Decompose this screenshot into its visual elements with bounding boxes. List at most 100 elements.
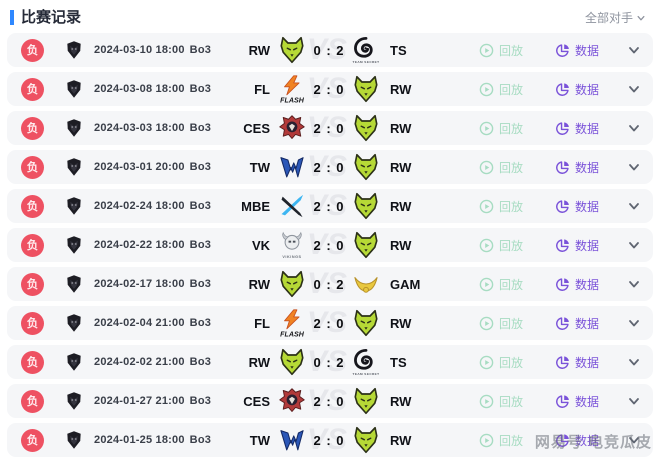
match-row[interactable]: VS 负 2024-02-04 21:00 Bo3 FL 2 : 0 RW 回放… [7, 306, 653, 340]
data-label: 数据 [574, 277, 599, 292]
match-row[interactable]: VS 负 2024-02-24 18:00 Bo3 MBE 2 : 0 RW 回… [7, 189, 653, 223]
match-score: 0 : 2 [313, 276, 345, 292]
data-button[interactable]: 数据 [555, 276, 599, 293]
expand-chevron-down-icon[interactable] [627, 238, 641, 252]
data-button[interactable]: 数据 [555, 159, 599, 176]
match-datetime: 2024-02-04 21:00 Bo3 [94, 317, 222, 329]
match-score: 0 : 2 [313, 42, 345, 58]
left-team-logo-icon [278, 113, 306, 143]
header: 比赛记录 全部对手 [0, 0, 660, 32]
match-score: 2 : 0 [313, 81, 345, 97]
match-date: 2024-03-01 20:00 [94, 161, 185, 173]
match-score: 2 : 0 [313, 237, 345, 253]
left-team-logo-icon [278, 269, 306, 299]
left-team-name: RW [248, 276, 270, 292]
data-button[interactable]: 数据 [555, 315, 599, 332]
data-label: 数据 [574, 433, 599, 448]
team-shield-logo-icon [64, 79, 84, 99]
right-team-name: RW [390, 315, 412, 331]
left-team-logo-icon [278, 386, 306, 416]
match-row[interactable]: VS 负 2024-02-17 18:00 Bo3 RW 0 : 2 GAM 回… [7, 267, 653, 301]
expand-chevron-down-icon[interactable] [627, 316, 641, 330]
replay-button[interactable]: 回放 [479, 42, 523, 59]
replay-button[interactable]: 回放 [479, 81, 523, 98]
left-team-name: TW [249, 159, 270, 175]
replay-button[interactable]: 回放 [479, 237, 523, 254]
data-button[interactable]: 数据 [555, 42, 599, 59]
data-button[interactable]: 数据 [555, 198, 599, 215]
opponent-filter-dropdown[interactable]: 全部对手 [585, 9, 646, 26]
left-team-name: FL [254, 81, 270, 97]
loss-result-badge: 负 [21, 194, 44, 218]
expand-chevron-down-icon[interactable] [627, 277, 641, 291]
right-team-logo-icon [352, 230, 380, 260]
expand-chevron-down-icon[interactable] [627, 199, 641, 213]
data-button[interactable]: 数据 [555, 81, 599, 98]
match-datetime: 2024-03-10 18:00 Bo3 [94, 44, 222, 56]
match-format: Bo3 [189, 434, 212, 446]
right-team-logo-icon [352, 152, 380, 182]
data-label: 数据 [574, 355, 599, 370]
replay-play-icon [479, 43, 494, 58]
loss-result-badge: 负 [21, 350, 44, 374]
replay-button[interactable]: 回放 [479, 432, 523, 449]
replay-play-icon [479, 433, 494, 448]
replay-button[interactable]: 回放 [479, 315, 523, 332]
replay-label: 回放 [498, 316, 523, 331]
replay-label: 回放 [498, 394, 523, 409]
data-button[interactable]: 数据 [555, 393, 599, 410]
replay-button[interactable]: 回放 [479, 276, 523, 293]
match-row[interactable]: VS 负 2024-03-03 18:00 Bo3 CES 2 : 0 RW 回… [7, 111, 653, 145]
data-button[interactable]: 数据 [555, 354, 599, 371]
match-row[interactable]: VS 负 2024-01-25 18:00 Bo3 TW 2 : 0 RW 回放… [7, 423, 653, 457]
match-date: 2024-02-17 18:00 [94, 278, 185, 290]
replay-label: 回放 [498, 199, 523, 214]
match-date: 2024-01-25 18:00 [94, 434, 185, 446]
replay-label: 回放 [498, 238, 523, 253]
match-datetime: 2024-03-03 18:00 Bo3 [94, 122, 222, 134]
replay-play-icon [479, 316, 494, 331]
pie-chart-icon [555, 199, 570, 214]
replay-button[interactable]: 回放 [479, 198, 523, 215]
pie-chart-icon [555, 238, 570, 253]
match-datetime: 2024-01-25 18:00 Bo3 [94, 434, 222, 446]
expand-chevron-down-icon[interactable] [627, 121, 641, 135]
replay-button[interactable]: 回放 [479, 120, 523, 137]
data-button[interactable]: 数据 [555, 432, 599, 449]
match-list: VS 负 2024-03-10 18:00 Bo3 RW 0 : 2 TS 回放… [0, 32, 660, 457]
match-format: Bo3 [189, 278, 212, 290]
loss-result-badge: 负 [21, 155, 44, 179]
replay-play-icon [479, 82, 494, 97]
expand-chevron-down-icon[interactable] [627, 355, 641, 369]
match-score: 2 : 0 [313, 315, 345, 331]
match-score: 2 : 0 [313, 120, 345, 136]
data-button[interactable]: 数据 [555, 120, 599, 137]
match-row[interactable]: VS 负 2024-02-22 18:00 Bo3 VK 2 : 0 RW 回放… [7, 228, 653, 262]
match-row[interactable]: VS 负 2024-03-08 18:00 Bo3 FL 2 : 0 RW 回放… [7, 72, 653, 106]
match-datetime: 2024-02-02 21:00 Bo3 [94, 356, 222, 368]
right-team-logo-icon [352, 269, 380, 299]
match-score: 2 : 0 [313, 198, 345, 214]
loss-result-badge: 负 [21, 38, 44, 62]
data-button[interactable]: 数据 [555, 237, 599, 254]
replay-button[interactable]: 回放 [479, 159, 523, 176]
match-row[interactable]: VS 负 2024-03-10 18:00 Bo3 RW 0 : 2 TS 回放… [7, 33, 653, 67]
replay-play-icon [479, 160, 494, 175]
expand-chevron-down-icon[interactable] [627, 394, 641, 408]
left-team-name: CES [243, 393, 270, 409]
left-team-name: RW [248, 42, 270, 58]
expand-chevron-down-icon[interactable] [627, 160, 641, 174]
expand-chevron-down-icon[interactable] [627, 43, 641, 57]
match-date: 2024-03-08 18:00 [94, 83, 185, 95]
right-team-name: RW [390, 159, 412, 175]
left-team-name: TW [249, 432, 270, 448]
expand-chevron-down-icon[interactable] [627, 82, 641, 96]
match-row[interactable]: VS 负 2024-03-01 20:00 Bo3 TW 2 : 0 RW 回放… [7, 150, 653, 184]
page-title: 比赛记录 [10, 10, 81, 25]
replay-button[interactable]: 回放 [479, 354, 523, 371]
right-team-name: RW [390, 432, 412, 448]
match-row[interactable]: VS 负 2024-01-27 21:00 Bo3 CES 2 : 0 RW 回… [7, 384, 653, 418]
replay-button[interactable]: 回放 [479, 393, 523, 410]
expand-chevron-down-icon[interactable] [627, 433, 641, 447]
match-row[interactable]: VS 负 2024-02-02 21:00 Bo3 RW 0 : 2 TS 回放… [7, 345, 653, 379]
